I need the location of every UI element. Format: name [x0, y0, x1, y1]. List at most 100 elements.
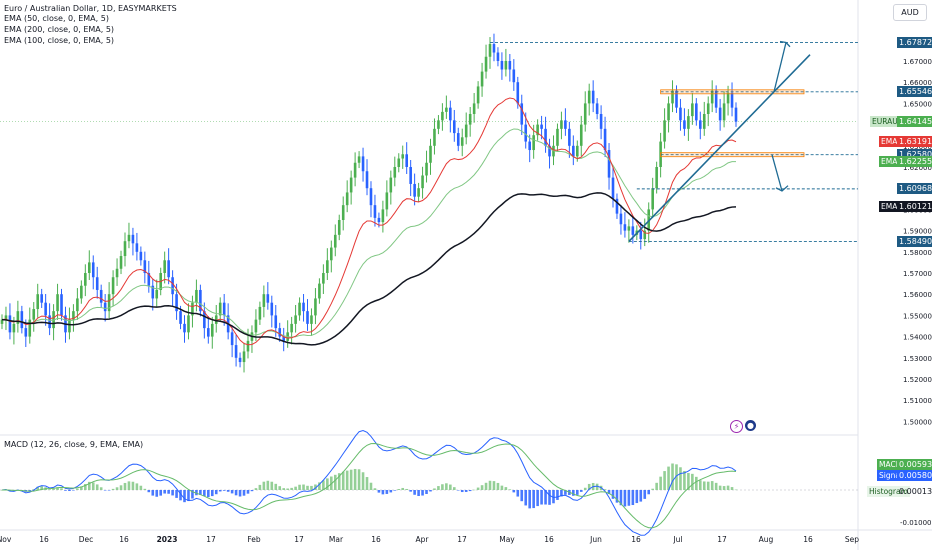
candle — [258, 301, 262, 325]
macd-histogram-bar — [449, 484, 452, 490]
candle-body — [147, 273, 151, 286]
candle-body — [631, 226, 635, 235]
candle-body — [512, 69, 516, 83]
macd-histogram-bar — [445, 483, 448, 490]
ema100-legend[interactable]: EMA (100, close, 0, EMA, 5) — [4, 36, 115, 45]
candle — [95, 266, 99, 299]
candle-body — [500, 61, 504, 70]
macd-histogram-bar — [532, 490, 535, 509]
candle-body — [508, 61, 512, 70]
macd-histogram-bar — [87, 481, 91, 490]
macd-histogram-bar — [72, 490, 75, 491]
price-tick-label: 1.52000 — [903, 376, 932, 384]
candle — [536, 119, 539, 141]
candle — [476, 81, 480, 109]
candle-body — [702, 114, 706, 129]
candle-body — [583, 103, 587, 125]
ema50-line — [1, 97, 737, 346]
candle-body — [207, 328, 210, 337]
candle — [564, 108, 567, 136]
macd-histogram-bar — [226, 490, 230, 492]
candle — [226, 303, 230, 340]
macd-histogram-bar — [365, 477, 369, 490]
macd-histogram-bar — [207, 490, 210, 498]
candle-body — [330, 247, 333, 261]
macd-histogram-bar — [393, 490, 397, 491]
price-tick-label: 1.53000 — [903, 355, 932, 363]
candle-body — [56, 294, 59, 312]
candle — [556, 123, 559, 152]
candle — [123, 232, 127, 267]
candle-body — [91, 262, 95, 278]
macd-name-label: MACD — [877, 459, 904, 470]
macd-histogram — [0, 463, 738, 509]
candle-body — [258, 306, 262, 320]
macd-histogram-bar — [397, 489, 401, 490]
candle-body — [187, 315, 190, 333]
candle-body — [242, 351, 246, 363]
macd-histogram-bar — [583, 487, 587, 490]
candle-body — [302, 302, 305, 312]
macd-histogram-bar — [135, 483, 139, 490]
macd-histogram-bar — [647, 490, 651, 495]
candle — [417, 182, 420, 202]
candle — [28, 307, 32, 344]
candle — [322, 264, 325, 294]
macd-histogram-bar — [258, 484, 262, 490]
candle — [702, 101, 706, 136]
candle-body — [373, 205, 377, 218]
candle-body — [203, 311, 206, 329]
candle-body — [278, 328, 282, 337]
candle-body — [127, 234, 131, 242]
candle — [230, 325, 234, 358]
candle-body — [714, 90, 718, 108]
macd-histogram-bar — [56, 487, 59, 490]
candle-body — [492, 44, 496, 53]
candle-body — [254, 319, 258, 333]
candle — [691, 93, 694, 125]
candle-body — [655, 167, 658, 189]
price-tick-label: 1.50000 — [903, 418, 932, 426]
macd-histogram-bar — [242, 490, 246, 496]
candle-body — [556, 128, 559, 146]
macd-histogram-bar — [222, 490, 226, 491]
candle — [496, 47, 500, 67]
ema200-legend[interactable]: EMA (200, close, 0, EMA, 5) — [4, 25, 115, 34]
macd-histogram-bar — [68, 490, 71, 492]
candle-body — [683, 120, 686, 129]
macd-histogram-bar — [730, 487, 734, 490]
macd-histogram-bar — [139, 485, 143, 490]
macd-histogram-bar — [667, 466, 670, 490]
candle — [84, 264, 87, 297]
macd-histogram-bar — [155, 490, 159, 497]
macd-histogram-bar — [425, 490, 428, 494]
macd-histogram-bar — [91, 482, 95, 490]
candle — [480, 62, 484, 97]
candle — [56, 283, 59, 320]
candle — [326, 248, 329, 280]
macd-histogram-bar — [516, 490, 520, 497]
macd-histogram-bar — [405, 488, 408, 490]
candle-body — [405, 154, 408, 167]
flag-icon[interactable]: ● — [745, 420, 756, 431]
candle-body — [524, 124, 528, 142]
candle-body — [421, 175, 424, 189]
candle-body — [667, 103, 670, 121]
candle — [40, 288, 43, 308]
candle — [135, 232, 139, 261]
macd-histogram-bar — [60, 488, 63, 490]
candle — [163, 251, 166, 284]
lightning-icon[interactable]: ⚡ — [730, 420, 743, 433]
candle — [349, 170, 353, 205]
ema50-legend[interactable]: EMA (50, close, 0, EMA, 5) — [4, 14, 109, 23]
macd-histogram-bar — [28, 490, 32, 491]
hist-value-badge: 0.00013 — [899, 487, 932, 496]
candle-body — [238, 357, 242, 363]
candle-body — [464, 124, 468, 138]
currency-button[interactable]: AUD — [893, 4, 927, 21]
candle-body — [290, 323, 293, 333]
resistance-zone — [660, 89, 805, 95]
macd-histogram-bar — [528, 490, 531, 509]
macd-legend[interactable]: MACD (12, 26, close, 9, EMA, EMA) — [4, 440, 144, 449]
